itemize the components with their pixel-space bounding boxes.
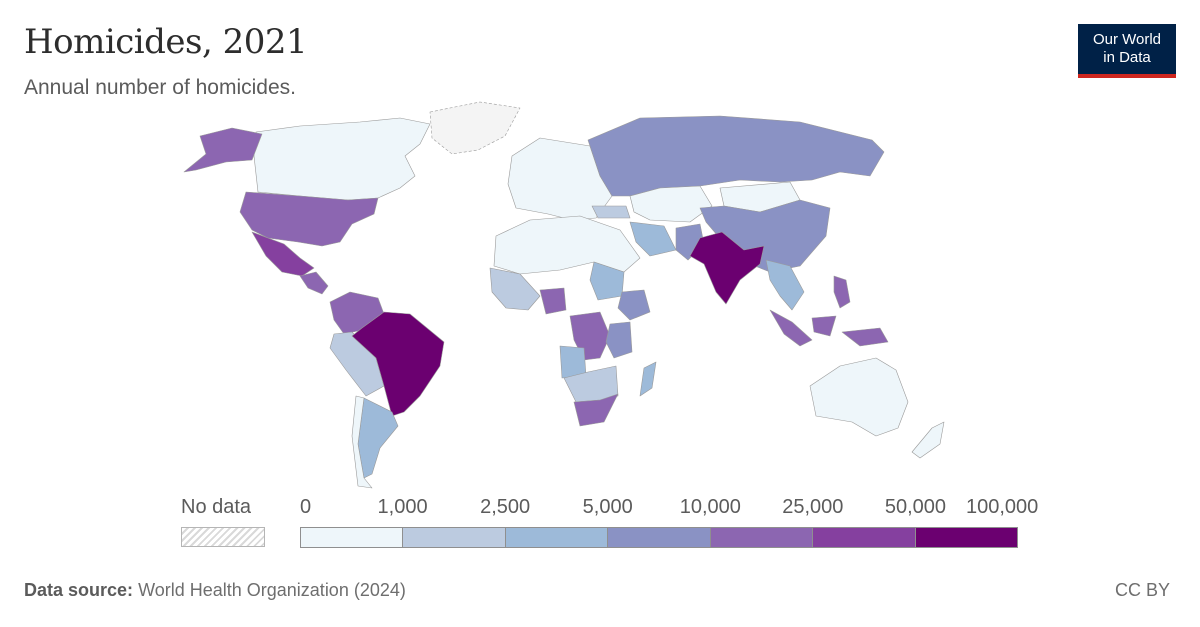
chart-title: Homicides, 2021 [24, 22, 308, 62]
legend-tick-label: 5,000 [582, 496, 633, 518]
legend-bin-2[interactable] [505, 527, 609, 548]
legend-bin-6[interactable] [915, 527, 1018, 548]
legend-tick-label: 0 [300, 496, 312, 518]
legend-tick-label: 50,000 [884, 496, 947, 518]
region-madagascar[interactable] [639, 361, 657, 397]
license[interactable]: CC BY [1114, 580, 1170, 600]
region-southeast-asia[interactable] [765, 259, 805, 311]
region-indonesia[interactable] [769, 309, 889, 347]
region-greenland[interactable] [429, 101, 521, 155]
legend-no-data-swatch[interactable] [181, 527, 265, 547]
legend-tick-label: 1,000 [377, 496, 428, 518]
region-north-africa[interactable] [493, 215, 641, 275]
region-south-africa[interactable] [573, 393, 619, 427]
region-russia[interactable] [587, 115, 885, 197]
legend-tick-label: 2,500 [480, 496, 531, 518]
chart-subtitle: Annual number of homicides. [24, 76, 296, 99]
region-iran[interactable] [629, 221, 677, 257]
region-west-africa[interactable] [489, 267, 541, 311]
region-nigeria[interactable] [539, 287, 567, 315]
region-new-zealand[interactable] [911, 421, 945, 459]
data-source: Data source: World Health Organization (… [24, 580, 406, 601]
region-brazil[interactable] [351, 311, 445, 417]
region-europe[interactable] [507, 137, 613, 221]
data-source-text[interactable]: World Health Organization (2024) [138, 580, 406, 600]
legend-bin-3[interactable] [608, 527, 711, 548]
region-india[interactable] [689, 231, 765, 305]
legend-bin-0[interactable] [300, 527, 404, 548]
logo-line-2: in Data [1103, 49, 1151, 66]
legend-color-scale[interactable] [300, 527, 1018, 548]
region-philippines[interactable] [833, 275, 851, 309]
legend-bin-1[interactable] [403, 527, 506, 548]
legend-tick-label: 25,000 [782, 496, 844, 518]
legend-no-data-label: No data [181, 496, 252, 518]
region-chile[interactable] [351, 395, 373, 489]
legend-tick-label: 100,000 [965, 496, 1039, 518]
region-central-america[interactable] [299, 271, 329, 295]
owid-logo[interactable]: Our World in Data [1078, 24, 1176, 78]
world-map[interactable] [0, 96, 1200, 496]
region-australia[interactable] [809, 357, 909, 437]
region-turkey[interactable] [591, 205, 631, 219]
region-canada[interactable] [253, 117, 431, 201]
data-source-label: Data source: [24, 580, 134, 600]
region-tanzania[interactable] [605, 321, 633, 359]
legend-bin-5[interactable] [813, 527, 916, 548]
region-united-states[interactable] [239, 191, 379, 247]
logo-line-1: Our World [1092, 31, 1162, 48]
region-mexico[interactable] [251, 231, 315, 277]
region-alaska[interactable] [183, 127, 263, 173]
region-sudan[interactable] [589, 261, 625, 301]
region-ethiopia[interactable] [617, 289, 651, 321]
legend-bin-4[interactable] [710, 527, 814, 548]
legend-tick-label: 10,000 [679, 496, 741, 518]
region-kazakhstan[interactable] [629, 185, 713, 223]
